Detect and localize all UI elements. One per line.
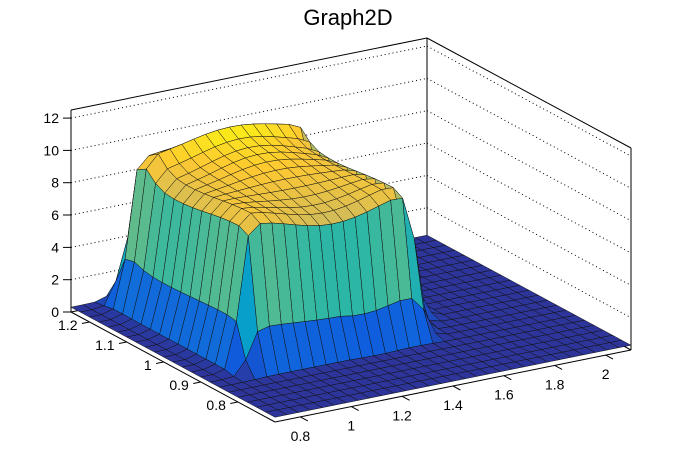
x-tick	[452, 385, 461, 391]
y-tick	[230, 401, 238, 404]
z-tick-label: 2	[51, 272, 59, 288]
x-tick-label: 0.8	[291, 428, 311, 444]
x-tick-label: 2	[602, 366, 610, 382]
y-tick-label: 0.8	[206, 397, 226, 413]
grid-line	[426, 77, 632, 189]
x-tick-label: 1	[347, 418, 355, 434]
y-tick	[156, 361, 164, 364]
x-tick-label: 1.8	[545, 376, 565, 392]
x-tick	[554, 364, 563, 370]
x-tick-label: 1.4	[443, 397, 463, 413]
x-tick	[401, 395, 410, 401]
y-tick-label: 1	[144, 357, 152, 373]
grid-line	[70, 77, 428, 151]
grid-line	[70, 142, 428, 216]
surface-cell	[609, 339, 632, 348]
surface-layer	[70, 123, 632, 418]
chart-title: Graph2D	[303, 5, 393, 30]
z-tick-label: 10	[43, 142, 59, 158]
x-tick	[351, 406, 359, 412]
grid-line	[70, 110, 428, 184]
y-tick	[118, 341, 127, 344]
y-tick-label: 1.2	[58, 317, 78, 333]
grid-line	[70, 45, 428, 119]
grid-line	[426, 110, 632, 222]
x-tick	[503, 375, 512, 381]
y-tick-label: 1.1	[95, 337, 115, 353]
box-edge	[426, 37, 632, 149]
x-tick	[300, 416, 309, 422]
z-tick-label: 4	[51, 239, 59, 255]
box-edge	[70, 37, 428, 111]
grid-line	[426, 45, 632, 157]
y-tick	[193, 381, 201, 384]
z-tick-label: 12	[43, 110, 59, 126]
y-tick-label: 0.9	[169, 377, 189, 393]
x-tick	[605, 354, 614, 360]
z-tick-label: 0	[51, 304, 59, 320]
z-tick-label: 8	[51, 175, 59, 191]
x-tick-label: 1.2	[392, 407, 412, 423]
y-axis-line	[70, 311, 276, 423]
grid-line	[426, 142, 632, 254]
x-tick-label: 1.6	[494, 387, 514, 403]
z-tick-label: 6	[51, 207, 59, 223]
y-tick	[81, 321, 90, 324]
